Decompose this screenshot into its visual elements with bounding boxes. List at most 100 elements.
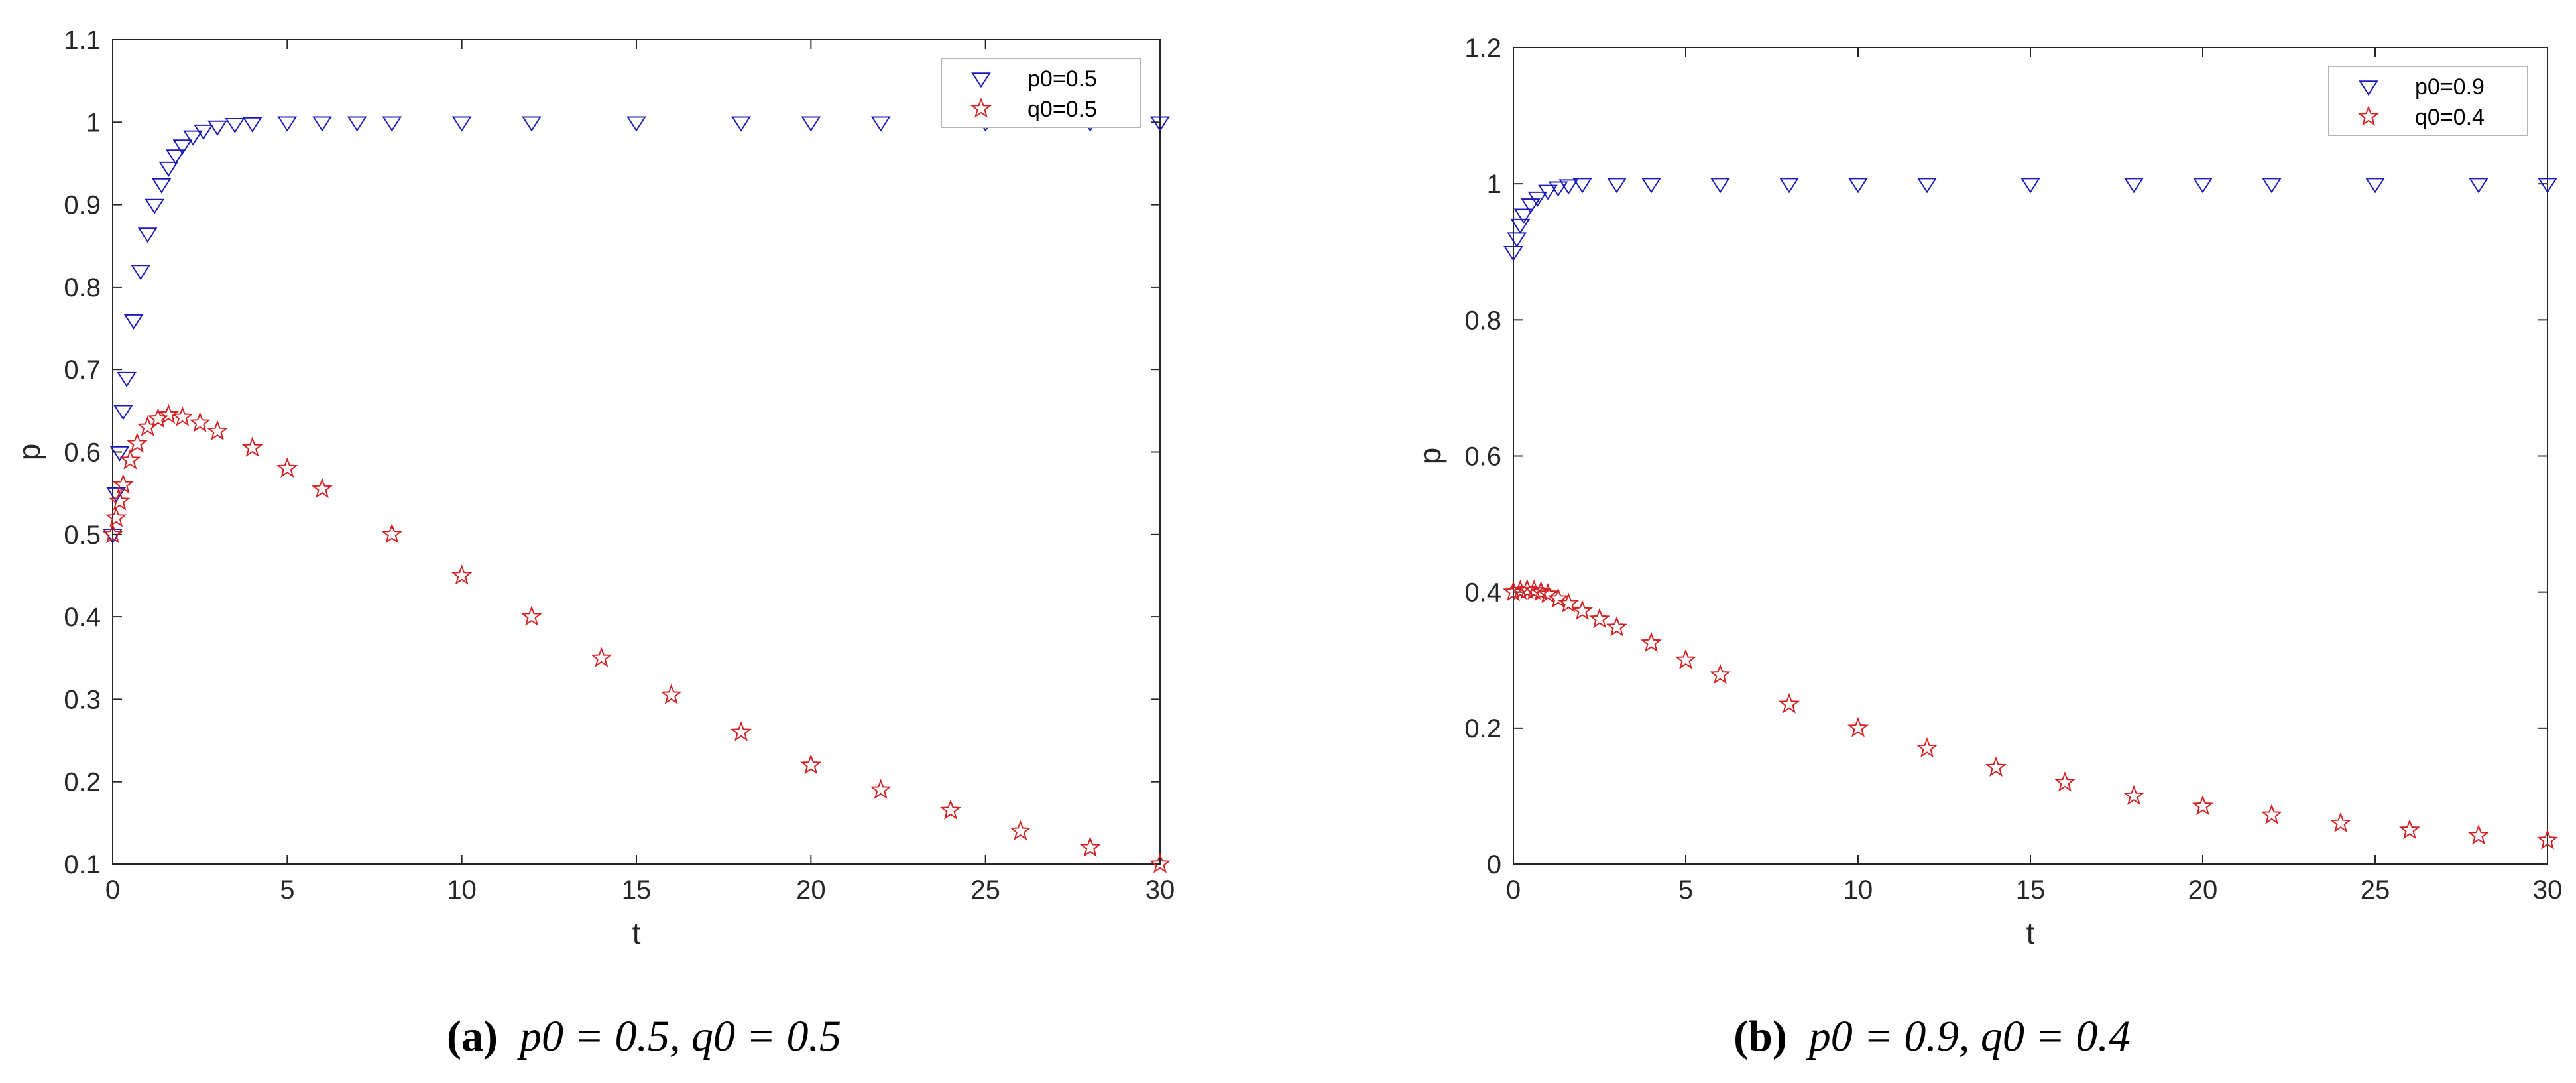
y-tick-label-b: 0.2 bbox=[1464, 714, 1501, 743]
y-tick-label-b: 0.4 bbox=[1464, 578, 1501, 607]
x-tick-label-a: 10 bbox=[447, 875, 477, 905]
x-tick-label-b: 25 bbox=[2361, 875, 2390, 905]
x-tick-label-b: 5 bbox=[1678, 875, 1693, 905]
caption-b: (b) p0 = 0.9, q0 = 0.4 bbox=[1288, 1011, 2576, 1062]
data-point-star-a bbox=[189, 412, 211, 432]
data-point-triangle-b bbox=[1510, 218, 1531, 234]
x-tick-label-b: 10 bbox=[1844, 875, 1873, 905]
data-point-triangle-b bbox=[1513, 208, 1534, 224]
data-point-star-a bbox=[276, 457, 298, 478]
data-point-star-b bbox=[2123, 785, 2145, 805]
data-point-star-b bbox=[1588, 607, 1611, 629]
data-point-triangle-a bbox=[451, 116, 472, 132]
series-q-a bbox=[101, 403, 1171, 873]
data-point-star-a bbox=[112, 474, 134, 494]
data-point-triangle-b bbox=[1607, 178, 1627, 194]
data-point-triangle-a bbox=[347, 116, 367, 132]
y-tick-label-a: 1 bbox=[86, 108, 101, 137]
data-point-star-b bbox=[1606, 616, 1628, 637]
data-point-star-b bbox=[1709, 663, 1731, 684]
data-point-triangle-b bbox=[1503, 245, 1523, 261]
data-point-triangle-a bbox=[151, 178, 172, 194]
legend-label-b: p0=0.9 bbox=[2415, 74, 2485, 99]
x-tick-label-a: 25 bbox=[970, 875, 1000, 905]
data-point-star-a bbox=[870, 779, 892, 799]
caption-b-label: (b) bbox=[1733, 1012, 1787, 1060]
chart-a: 0 5 10 15 20 25 30 0.1 0.2 0.3 0.4 0.5 0.6 0.7 0.8 0.9 1… bbox=[12, 26, 1175, 950]
data-point-star-a bbox=[1079, 836, 1101, 857]
data-point-star-b bbox=[2467, 824, 2490, 845]
y-tick-label-a: 0.7 bbox=[64, 355, 101, 385]
data-point-triangle-b bbox=[1779, 178, 1799, 194]
legend-label-b: q0=0.4 bbox=[2415, 105, 2485, 130]
legend-label-a: q0=0.5 bbox=[1027, 97, 1097, 122]
y-tick-label-b: 1.2 bbox=[1464, 34, 1501, 63]
caption-a-label: (a) bbox=[446, 1012, 498, 1060]
data-point-star-b bbox=[2536, 829, 2559, 850]
data-point-triangle-a bbox=[522, 116, 542, 132]
caption-a-text: p0 = 0.5, q0 = 0.5 bbox=[519, 1012, 842, 1060]
series-p-b bbox=[1503, 178, 2557, 261]
x-axis-label-a: t bbox=[632, 916, 641, 950]
data-point-star-a bbox=[241, 436, 263, 457]
data-point-star-b bbox=[1516, 578, 1538, 600]
data-point-star-a bbox=[105, 507, 127, 527]
data-point-star-a bbox=[800, 753, 822, 775]
data-point-star-a bbox=[172, 406, 194, 426]
y-tick-label-a: 0.8 bbox=[64, 273, 101, 302]
x-tick-label-b: 30 bbox=[2533, 875, 2563, 905]
data-point-triangle-a bbox=[801, 116, 821, 132]
y-tick-label-a: 1.1 bbox=[64, 26, 101, 55]
y-tick-label-b: 0 bbox=[1487, 850, 1501, 879]
y-tick-label-b: 0.6 bbox=[1464, 442, 1501, 472]
y-axis-label-b: p bbox=[1413, 448, 1447, 465]
data-point-triangle-a bbox=[242, 117, 263, 133]
data-point-triangle-a bbox=[207, 120, 227, 136]
x-tick-label-b: 0 bbox=[1506, 875, 1521, 905]
data-point-triangle-a bbox=[145, 198, 165, 214]
legend-marker-star-b bbox=[2357, 105, 2380, 126]
panel-a: 0 5 10 15 20 25 30 0.1 0.2 0.3 0.4 0.5 0.6 0.7 0.8 0.9 1… bbox=[12, 26, 1175, 1060]
y-tick-label-a: 0.5 bbox=[64, 521, 101, 550]
data-point-triangle-b bbox=[1917, 178, 1937, 194]
y-axis-label-a: p bbox=[12, 444, 46, 461]
data-point-triangle-a bbox=[109, 446, 130, 462]
y-tick-label-a: 0.9 bbox=[64, 191, 101, 220]
y-tick-label-a: 0.2 bbox=[64, 768, 101, 797]
data-point-star-a bbox=[126, 432, 148, 453]
data-point-triangle-a bbox=[137, 227, 158, 243]
data-point-triangle-a bbox=[113, 405, 133, 420]
data-point-star-a bbox=[1149, 853, 1171, 873]
data-point-star-a bbox=[101, 523, 124, 544]
data-point-star-a bbox=[137, 416, 158, 436]
plot-frame-b bbox=[1513, 47, 2548, 865]
chart-b: 0 5 10 15 20 25 30 0 0.2 0.4 0.6 0.8 1 1.2 t p p0=0.9 q0=… bbox=[1413, 34, 2563, 950]
data-point-triangle-a bbox=[172, 139, 193, 155]
y-tick-label-a: 0.4 bbox=[64, 603, 101, 632]
data-point-triangle-b bbox=[1538, 184, 1558, 200]
legend-marker-star-a bbox=[970, 97, 992, 118]
legend-box-a bbox=[941, 58, 1141, 128]
data-point-star-a bbox=[591, 647, 613, 667]
data-point-triangle-a bbox=[1150, 116, 1170, 132]
data-point-triangle-a bbox=[225, 117, 245, 133]
data-point-triangle-b bbox=[1507, 232, 1527, 248]
x-tick-label-b: 20 bbox=[2188, 875, 2218, 905]
data-point-triangle-a bbox=[277, 116, 298, 132]
x-tick-label-a: 5 bbox=[280, 875, 294, 905]
series-q-b bbox=[1502, 578, 2559, 850]
y-tick-label-a: 0.6 bbox=[64, 438, 101, 468]
caption-b-text: p0 = 0.9, q0 = 0.4 bbox=[1808, 1012, 2131, 1060]
legend-marker-triangle-a bbox=[971, 72, 991, 88]
data-point-star-a bbox=[1010, 820, 1031, 840]
data-point-star-b bbox=[2398, 818, 2421, 840]
data-point-star-a bbox=[109, 490, 131, 511]
data-point-triangle-a bbox=[183, 130, 203, 146]
data-point-star-b bbox=[1558, 592, 1580, 613]
data-point-star-b bbox=[2054, 771, 2076, 792]
data-point-star-b bbox=[2260, 804, 2283, 824]
data-point-triangle-a bbox=[194, 124, 213, 140]
x-tick-label-a: 15 bbox=[622, 875, 652, 905]
data-point-triangle-a bbox=[312, 116, 332, 132]
data-point-triangle-b bbox=[1527, 191, 1548, 207]
